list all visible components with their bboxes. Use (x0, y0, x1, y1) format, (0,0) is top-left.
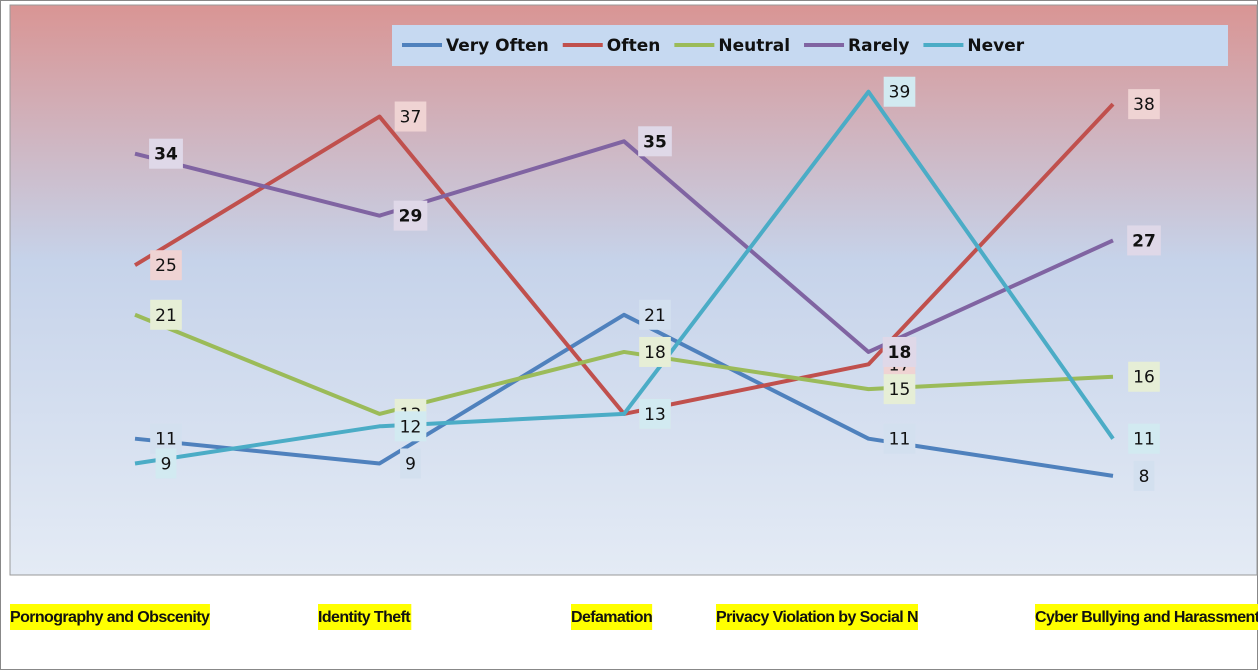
x-tick-label: Pornography and Obscenity (10, 609, 210, 626)
data-label-box (638, 126, 672, 157)
data-label: 13 (644, 405, 666, 425)
data-label-box (883, 76, 916, 107)
series-line (134, 312, 1114, 416)
data-label: 8 (1139, 467, 1150, 487)
plot-area (9, 4, 1258, 576)
x-tick-label: Privacy Violation by Social N (716, 609, 918, 626)
data-label-box (639, 299, 671, 330)
legend-label: Never (967, 36, 1024, 56)
data-label-box (393, 200, 428, 231)
x-tick-label: Identity Theft (318, 609, 411, 626)
data-label-box (1128, 423, 1160, 454)
data-label: 9 (405, 454, 416, 474)
data-label-box (882, 336, 917, 367)
data-label: 35 (643, 132, 667, 152)
data-label: 21 (155, 306, 177, 326)
data-label: 18 (888, 343, 912, 363)
data-label: 21 (644, 306, 666, 326)
data-label: 29 (399, 207, 423, 227)
data-label-box (1133, 460, 1155, 491)
data-label: 25 (155, 256, 177, 276)
data-label-box (150, 299, 182, 330)
data-label: 37 (400, 108, 422, 128)
data-label-box (1127, 225, 1161, 256)
x-tick-label: Defamation (571, 609, 652, 626)
x-tick-label: Cyber Bullying and Harassment (1035, 609, 1258, 626)
data-label: 12 (400, 417, 422, 437)
category-label-bg (571, 604, 653, 630)
data-label-box (639, 398, 671, 429)
legend-label: Often (607, 36, 661, 56)
data-label-box (149, 138, 183, 169)
data-label-box (1128, 361, 1160, 392)
category-label-bg (10, 604, 210, 630)
category-label-bg (318, 604, 412, 630)
data-label: 39 (889, 83, 911, 103)
data-label: 34 (154, 145, 178, 165)
legend-label: Very Often (446, 36, 549, 56)
data-label-box (883, 423, 916, 454)
data-label-box (394, 101, 427, 132)
data-label-box (155, 448, 177, 479)
data-label: 27 (1132, 231, 1156, 251)
data-label: 38 (1133, 95, 1155, 115)
category-label-bg (716, 604, 918, 630)
series-line (134, 139, 1114, 354)
data-label-box (639, 336, 671, 367)
series-line (134, 89, 1115, 466)
data-label-box (1128, 89, 1160, 120)
data-label: 11 (1133, 430, 1155, 450)
data-label: 18 (644, 343, 666, 363)
data-label: 15 (889, 380, 911, 400)
data-label-box (400, 448, 421, 479)
data-label: 16 (1133, 368, 1155, 388)
data-label: 11 (155, 430, 177, 450)
data-label-box (150, 250, 182, 281)
data-label: 9 (161, 454, 172, 474)
data-label-box (883, 374, 916, 405)
data-label: 11 (889, 430, 911, 450)
category-label-bg (1035, 604, 1258, 630)
legend-label: Neutral (718, 36, 790, 56)
series-line (134, 312, 1114, 478)
data-label-box (394, 411, 427, 442)
legend-label: Rarely (848, 36, 909, 56)
